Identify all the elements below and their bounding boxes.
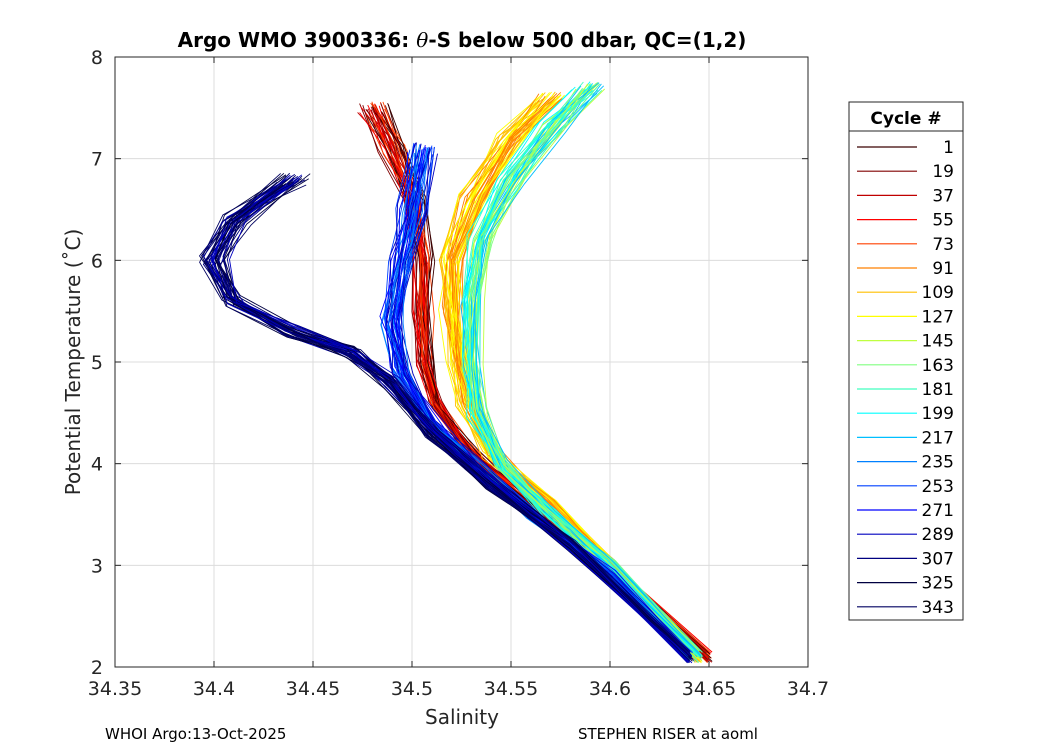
y-tick-label: 6	[91, 250, 103, 272]
profile-line	[214, 183, 688, 654]
profile-line	[222, 173, 693, 662]
profile-line	[445, 96, 701, 661]
legend-label: 343	[922, 598, 954, 618]
chart-title-suffix: -S below 500 dbar, QC=(1,2)	[428, 28, 746, 52]
legend-label: 307	[922, 549, 954, 569]
legend-label: 271	[922, 501, 954, 521]
profile-curves	[199, 81, 713, 664]
legend-label: 217	[922, 428, 954, 448]
axis-ticks: 34.35 34.4 34.45 34.5 34.55 34.6 34.65 34.7 2 3 4 5…	[88, 47, 829, 700]
y-axis-label: Potential Temperature (˚C)	[61, 229, 85, 496]
legend-label: 55	[932, 211, 954, 231]
footer-date: WHOI Argo:13-Oct-2025	[105, 725, 287, 743]
legend-label: 235	[922, 453, 954, 473]
legend-label: 127	[922, 307, 954, 327]
y-tick-label: 7	[91, 149, 103, 171]
legend-label: 19	[932, 162, 954, 182]
x-tick-label: 34.4	[193, 678, 235, 700]
legend-label: 37	[932, 186, 954, 206]
x-tick-label: 34.45	[286, 678, 340, 700]
x-tick-label: 34.7	[787, 678, 829, 700]
profile-line	[229, 178, 690, 663]
y-tick-label: 5	[91, 352, 103, 374]
x-tick-label: 34.65	[682, 678, 736, 700]
legend-label: 199	[922, 404, 954, 424]
y-tick-label: 3	[91, 555, 103, 577]
profile-line	[388, 149, 688, 654]
legend-label: 91	[932, 259, 954, 279]
y-tick-label: 4	[91, 454, 103, 476]
y-tick-label: 2	[91, 657, 103, 679]
legend-title: Cycle #	[870, 109, 941, 129]
x-tick-label: 34.5	[391, 678, 433, 700]
profile-line	[466, 84, 698, 660]
legend-label: 1	[943, 138, 954, 158]
x-tick-label: 34.6	[589, 678, 631, 700]
x-axis-label: Salinity	[425, 705, 499, 729]
y-tick-label: 8	[91, 47, 103, 69]
legend-label: 73	[932, 235, 954, 255]
chart-title-prefix: Argo WMO 3900336:	[178, 28, 417, 52]
legend-label: 253	[922, 477, 954, 497]
profile-line	[477, 89, 703, 653]
legend-label: 109	[922, 283, 954, 303]
legend-label: 181	[922, 380, 954, 400]
x-tick-label: 34.35	[88, 678, 142, 700]
legend-label: 325	[922, 574, 954, 594]
legend: Cycle # 1 19 37 55 73 91 109 127 145 163 181 199 217…	[848, 101, 964, 621]
legend-label: 145	[922, 332, 954, 352]
footer-author: STEPHEN RISER at aoml	[578, 725, 758, 743]
profile-line	[474, 83, 702, 657]
chart-title: Argo WMO 3900336: θ-S below 500 dbar, QC…	[178, 28, 747, 52]
chart-title-theta: θ	[416, 28, 428, 52]
legend-label: 163	[922, 356, 954, 376]
profile-line	[199, 173, 690, 656]
profile-line	[214, 178, 694, 660]
legend-label: 289	[922, 525, 954, 545]
x-tick-label: 34.55	[484, 678, 538, 700]
